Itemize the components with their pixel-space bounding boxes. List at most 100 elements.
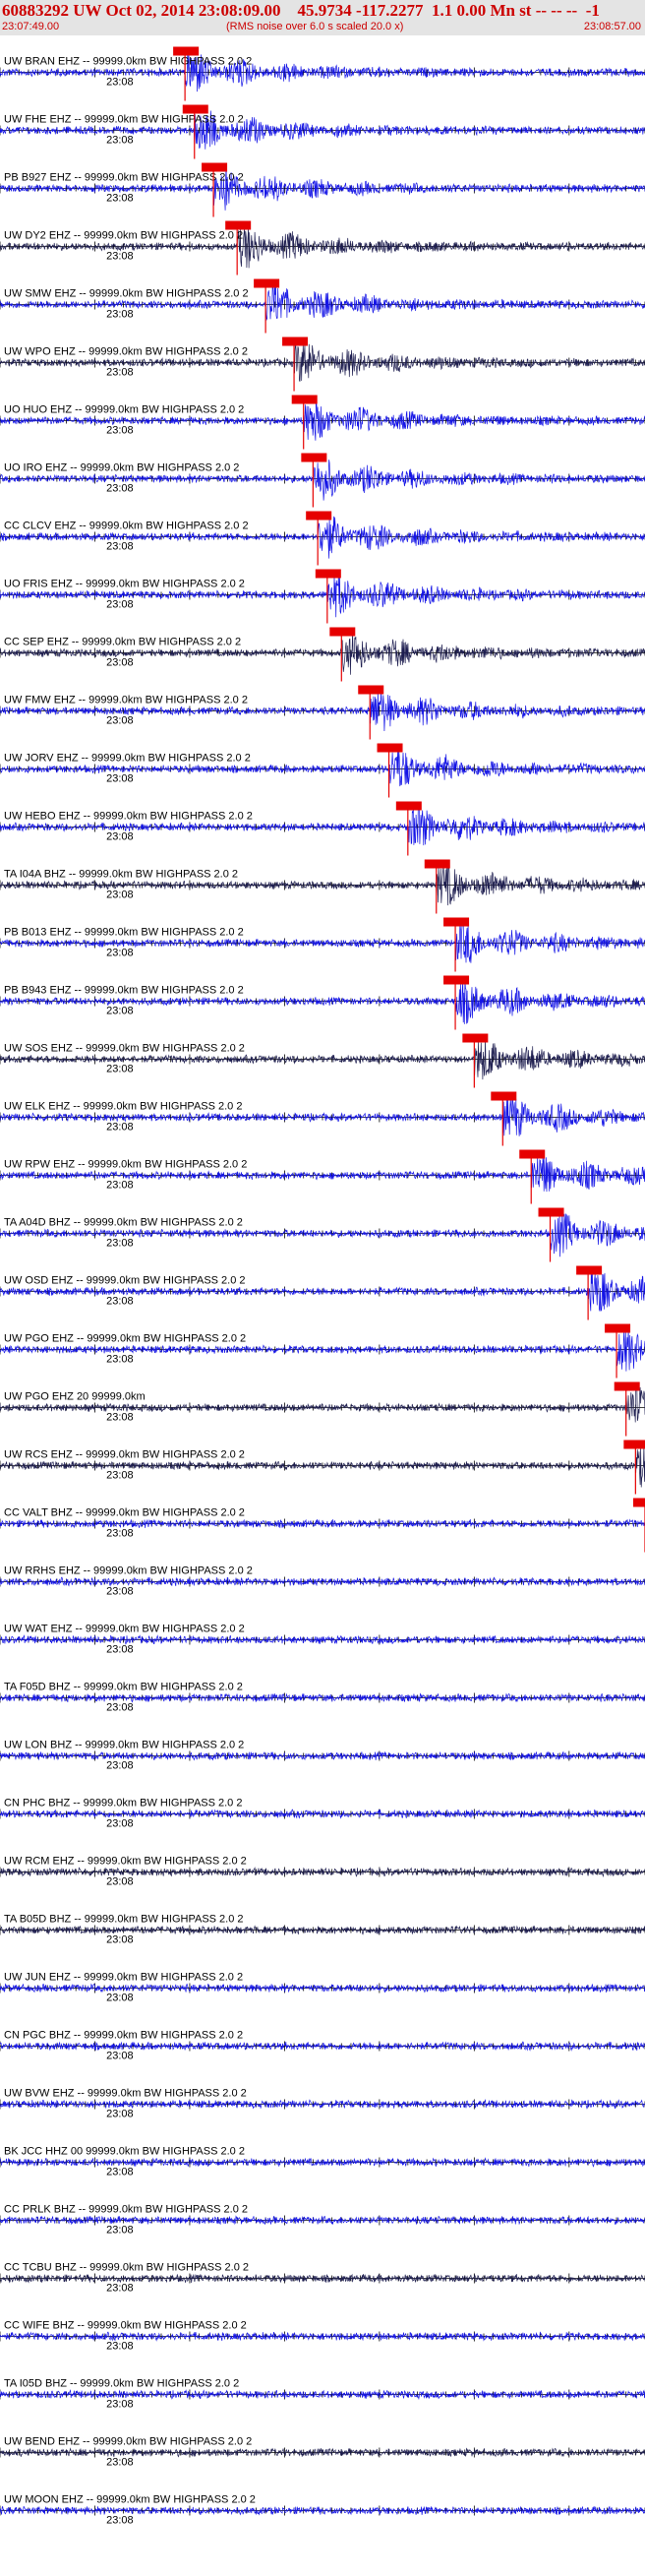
tick-label: 23:08 bbox=[106, 2283, 134, 2295]
pick-marker bbox=[519, 1149, 546, 1159]
tick-label: 23:08 bbox=[106, 1528, 134, 1540]
tick-label: 23:08 bbox=[106, 2167, 134, 2178]
waveform bbox=[0, 574, 645, 618]
waveform bbox=[0, 1983, 645, 1993]
station-label: UW PGO EHZ 20 99999.0km bbox=[4, 1391, 146, 1403]
pick-marker bbox=[173, 46, 200, 56]
tick-label: 23:08 bbox=[106, 1006, 134, 1017]
pick-marker bbox=[623, 1440, 645, 1449]
trace-29: UW LON BHZ -- 99999.0km BW HIGHPASS 2.0 … bbox=[0, 1740, 645, 1772]
pick-marker bbox=[614, 1381, 640, 1391]
station-label: UW SMW EHZ -- 99999.0km BW HIGHPASS 2.0 … bbox=[4, 288, 249, 300]
waveform bbox=[0, 1750, 645, 1761]
waveform bbox=[0, 1867, 645, 1878]
pick-marker bbox=[633, 1498, 645, 1507]
tick-label: 23:08 bbox=[106, 1180, 134, 1192]
trace-3: UW DY2 EHZ -- 99999.0km BW HIGHPASS 2.0 … bbox=[0, 220, 645, 276]
station-label: CC TCBU BHZ -- 99999.0km BW HIGHPASS 2.0… bbox=[4, 2262, 249, 2274]
waveform bbox=[0, 1925, 645, 1935]
header-bar: 60883292 UW Oct 02, 2014 23:08:09.00 45.… bbox=[0, 0, 645, 35]
station-label: CN PGC BHZ -- 99999.0km BW HIGHPASS 2.0 … bbox=[4, 2030, 243, 2042]
station-label: UO FRIS EHZ -- 99999.0km BW HIGHPASS 2.0… bbox=[4, 579, 245, 590]
trace-18: UW ELK EHZ -- 99999.0km BW HIGHPASS 2.0 … bbox=[0, 1091, 645, 1146]
trace-30: CN PHC BHZ -- 99999.0km BW HIGHPASS 2.0 … bbox=[0, 1798, 645, 1830]
station-label: UW FMW EHZ -- 99999.0km BW HIGHPASS 2.0 … bbox=[4, 695, 248, 706]
trace-31: UW RCM EHZ -- 99999.0km BW HIGHPASS 2.0 … bbox=[0, 1856, 645, 1888]
waveform bbox=[0, 2505, 645, 2516]
trace-15: PB B013 EHZ -- 99999.0km BW HIGHPASS 2.0… bbox=[0, 917, 645, 972]
station-label: UW OSD EHZ -- 99999.0km BW HIGHPASS 2.0 … bbox=[4, 1275, 246, 1287]
pick-marker bbox=[225, 220, 252, 230]
tick-label: 23:08 bbox=[106, 77, 134, 89]
end-time: 23:08:57.00 bbox=[583, 21, 641, 32]
tick-label: 23:08 bbox=[106, 889, 134, 901]
trace-38: CC TCBU BHZ -- 99999.0km BW HIGHPASS 2.0… bbox=[0, 2262, 645, 2295]
station-label: UW WAT EHZ -- 99999.0km BW HIGHPASS 2.0 … bbox=[4, 1624, 245, 1635]
waveform bbox=[0, 1386, 645, 1423]
tick-label: 23:08 bbox=[106, 367, 134, 379]
station-label: CC VALT BHZ -- 99999.0km BW HIGHPASS 2.0… bbox=[4, 1507, 245, 1519]
tick-label: 23:08 bbox=[106, 2109, 134, 2120]
station-label: UW RCM EHZ -- 99999.0km BW HIGHPASS 2.0 … bbox=[4, 1856, 247, 1868]
tick-label: 23:08 bbox=[106, 2051, 134, 2062]
trace-9: UO FRIS EHZ -- 99999.0km BW HIGHPASS 2.0… bbox=[0, 569, 645, 624]
tick-label: 23:08 bbox=[106, 831, 134, 843]
waveform bbox=[0, 1634, 645, 1645]
tick-label: 23:08 bbox=[106, 425, 134, 437]
waveform bbox=[0, 1328, 645, 1372]
station-label: CN PHC BHZ -- 99999.0km BW HIGHPASS 2.0 … bbox=[4, 1798, 242, 1809]
waveform bbox=[0, 282, 645, 322]
trace-39: CC WIFE BHZ -- 99999.0km BW HIGHPASS 2.0… bbox=[0, 2320, 645, 2353]
station-label: UW BVW EHZ -- 99999.0km BW HIGHPASS 2.0 … bbox=[4, 2088, 247, 2100]
station-label: UW BRAN EHZ -- 99999.0km BW HIGHPASS 2.0… bbox=[4, 56, 252, 68]
trace-11: UW FMW EHZ -- 99999.0km BW HIGHPASS 2.0 … bbox=[0, 685, 645, 740]
trace-10: CC SEP EHZ -- 99999.0km BW HIGHPASS 2.0 … bbox=[0, 627, 645, 682]
station-label: TA I05D BHZ -- 99999.0km BW HIGHPASS 2.0… bbox=[4, 2378, 239, 2390]
trace-17: UW SOS EHZ -- 99999.0km BW HIGHPASS 2.0 … bbox=[0, 1033, 645, 1088]
station-label: UW LON BHZ -- 99999.0km BW HIGHPASS 2.0 … bbox=[4, 1740, 244, 1751]
trace-14: TA I04A BHZ -- 99999.0km BW HIGHPASS 2.0… bbox=[0, 859, 645, 914]
station-label: UO HUO EHZ -- 99999.0km BW HIGHPASS 2.0 … bbox=[4, 404, 244, 416]
trace-12: UW JORV EHZ -- 99999.0km BW HIGHPASS 2.0… bbox=[0, 743, 645, 798]
tick-label: 23:08 bbox=[106, 2399, 134, 2411]
tick-label: 23:08 bbox=[106, 1064, 134, 1075]
station-label: TA F05D BHZ -- 99999.0km BW HIGHPASS 2.0… bbox=[4, 1682, 243, 1693]
waveform bbox=[0, 1576, 645, 1587]
trace-7: UO IRO EHZ -- 99999.0km BW HIGHPASS 2.0 … bbox=[0, 453, 645, 508]
station-label: UW DY2 EHZ -- 99999.0km BW HIGHPASS 2.0 … bbox=[4, 230, 243, 242]
waveform bbox=[0, 631, 645, 675]
pick-marker bbox=[605, 1323, 631, 1333]
station-label: UO IRO EHZ -- 99999.0km BW HIGHPASS 2.0 … bbox=[4, 462, 239, 474]
station-label: UW HEBO EHZ -- 99999.0km BW HIGHPASS 2.0… bbox=[4, 811, 253, 823]
trace-32: TA B05D BHZ -- 99999.0km BW HIGHPASS 2.0… bbox=[0, 1914, 645, 1946]
tick-label: 23:08 bbox=[106, 1238, 134, 1250]
station-label: PB B927 EHZ -- 99999.0km BW HIGHPASS 2.0… bbox=[4, 172, 244, 184]
pick-marker bbox=[395, 801, 422, 811]
waveform bbox=[0, 862, 645, 906]
waveform bbox=[0, 2389, 645, 2401]
event-title: 60883292 UW Oct 02, 2014 23:08:09.00 45.… bbox=[2, 1, 600, 20]
pick-marker bbox=[182, 104, 208, 114]
waveform bbox=[0, 1096, 645, 1136]
waveform bbox=[0, 460, 645, 501]
station-label: TA I04A BHZ -- 99999.0km BW HIGHPASS 2.0… bbox=[4, 869, 238, 881]
waveform bbox=[0, 1444, 645, 1488]
waveform bbox=[0, 2099, 645, 2110]
tick-label: 23:08 bbox=[106, 657, 134, 669]
trace-26: UW RRHS EHZ -- 99999.0km BW HIGHPASS 2.0… bbox=[0, 1565, 645, 1598]
waveform bbox=[0, 343, 645, 382]
pick-marker bbox=[291, 395, 318, 404]
tick-label: 23:08 bbox=[106, 1818, 134, 1830]
waveform bbox=[0, 2041, 645, 2052]
trace-16: PB B943 EHZ -- 99999.0km BW HIGHPASS 2.0… bbox=[0, 975, 645, 1030]
pick-marker bbox=[491, 1091, 517, 1101]
station-label: CC SEP EHZ -- 99999.0km BW HIGHPASS 2.0 … bbox=[4, 637, 241, 648]
trace-37: CC PRLK BHZ -- 99999.0km BW HIGHPASS 2.0… bbox=[0, 2204, 645, 2237]
station-label: CC CLCV EHZ -- 99999.0km BW HIGHPASS 2.0… bbox=[4, 521, 249, 532]
tick-label: 23:08 bbox=[106, 1993, 134, 2004]
station-label: UW FHE EHZ -- 99999.0km BW HIGHPASS 2.0 … bbox=[4, 114, 244, 126]
waveform bbox=[0, 399, 645, 441]
tick-label: 23:08 bbox=[106, 135, 134, 147]
trace-41: UW BEND EHZ -- 99999.0km BW HIGHPASS 2.0… bbox=[0, 2436, 645, 2469]
station-label: UW RCS EHZ -- 99999.0km BW HIGHPASS 2.0 … bbox=[4, 1449, 245, 1461]
